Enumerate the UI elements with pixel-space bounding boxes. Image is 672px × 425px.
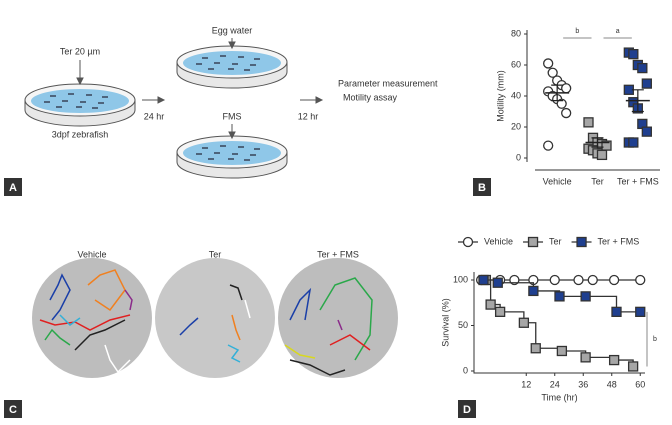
marker [528,285,539,297]
x-tick-label: Vehicle [543,176,572,186]
x-tick-label: 24 [550,379,560,389]
marker [547,67,558,78]
label: 12 hr [298,111,319,121]
petri-dish [24,83,136,127]
panel-label: D [463,404,471,416]
legend-marker [462,236,474,248]
marker [485,299,496,310]
x-tick-label: Ter + FMS [617,176,659,186]
y-tick-label: 50 [458,320,468,330]
marker [556,98,567,109]
marker [611,306,622,318]
axis [473,272,645,374]
marker [573,274,584,286]
x-tick-label: 48 [607,379,617,389]
y-axis-label: Motility (mm) [495,70,505,122]
image-title: Ter + FMS [317,249,359,259]
marker [554,291,565,302]
panel-label: B [478,182,486,194]
y-axis-label: Survival (%) [440,298,450,347]
marker [635,274,646,286]
significance-label: a [616,28,620,35]
marker [494,306,506,318]
y-tick-label: 0 [516,152,521,162]
x-tick-label: 60 [635,379,645,389]
marker [628,137,639,148]
marker [543,140,554,151]
image-title: Vehicle [77,249,106,259]
tracks [39,269,373,376]
y-tick-label: 80 [511,28,521,38]
significance-label: b [653,336,657,343]
y-tick-label: 0 [463,365,468,375]
label: Motility assay [343,92,398,102]
legend-label: Vehicle [484,236,513,246]
marker [587,274,598,286]
marker [580,291,591,302]
marker [608,274,620,286]
well-image [155,258,275,378]
panel-label-box [4,178,22,196]
x-tick-label: Ter [591,176,604,186]
y-tick-label: 60 [511,59,521,69]
marker [641,78,652,89]
x-tick-label: 36 [578,379,588,389]
marker [637,62,648,74]
marker [641,126,652,137]
marker [478,274,489,286]
label: 24 hr [144,111,165,121]
marker [492,277,503,288]
x-tick-label: 12 [521,379,531,389]
panel-label-box [4,400,22,418]
y-tick-label: 40 [511,90,521,100]
legend-label: Ter [549,236,562,246]
panel-c: Vehicle Ter Ter + FMS C [4,249,398,418]
legend-marker [527,236,539,248]
marker [561,107,572,119]
label: 3dpf zebrafish [52,129,109,139]
marker [556,345,568,357]
error-bar [551,84,564,102]
label: Egg water [212,25,253,35]
marker [608,354,620,366]
marker [583,117,594,128]
error-bar [631,89,644,113]
marker [635,306,646,318]
marker [627,361,639,372]
legend-marker [576,236,587,248]
marker [596,149,608,161]
well-image [278,258,398,378]
marker [518,317,530,328]
panel-label-box [473,178,491,196]
arrows [76,38,324,140]
panel-label: C [9,404,17,416]
x-axis-label: Time (hr) [541,392,577,402]
label: Ter 20 µm [60,46,100,56]
y-tick-label: 100 [453,274,468,284]
panel-label: A [9,182,17,194]
petri-dish [176,135,288,179]
significance-label: b [575,28,579,35]
legend-label: Ter + FMS [598,236,640,246]
marker [549,274,560,286]
image-title: Ter [209,249,222,259]
well-image [32,258,152,378]
marker [543,58,554,69]
y-tick-label: 20 [511,121,521,131]
error-bar [591,137,604,148]
panel-label-box [458,400,476,418]
marker [530,343,541,354]
marker [580,352,591,363]
panel-a: Ter 20 µm 3dpf zebrafish 24 hr Egg water… [4,25,438,196]
petri-dish [176,45,288,89]
label: FMS [223,111,242,121]
label: Parameter measurement [338,78,438,88]
marker [628,49,639,60]
